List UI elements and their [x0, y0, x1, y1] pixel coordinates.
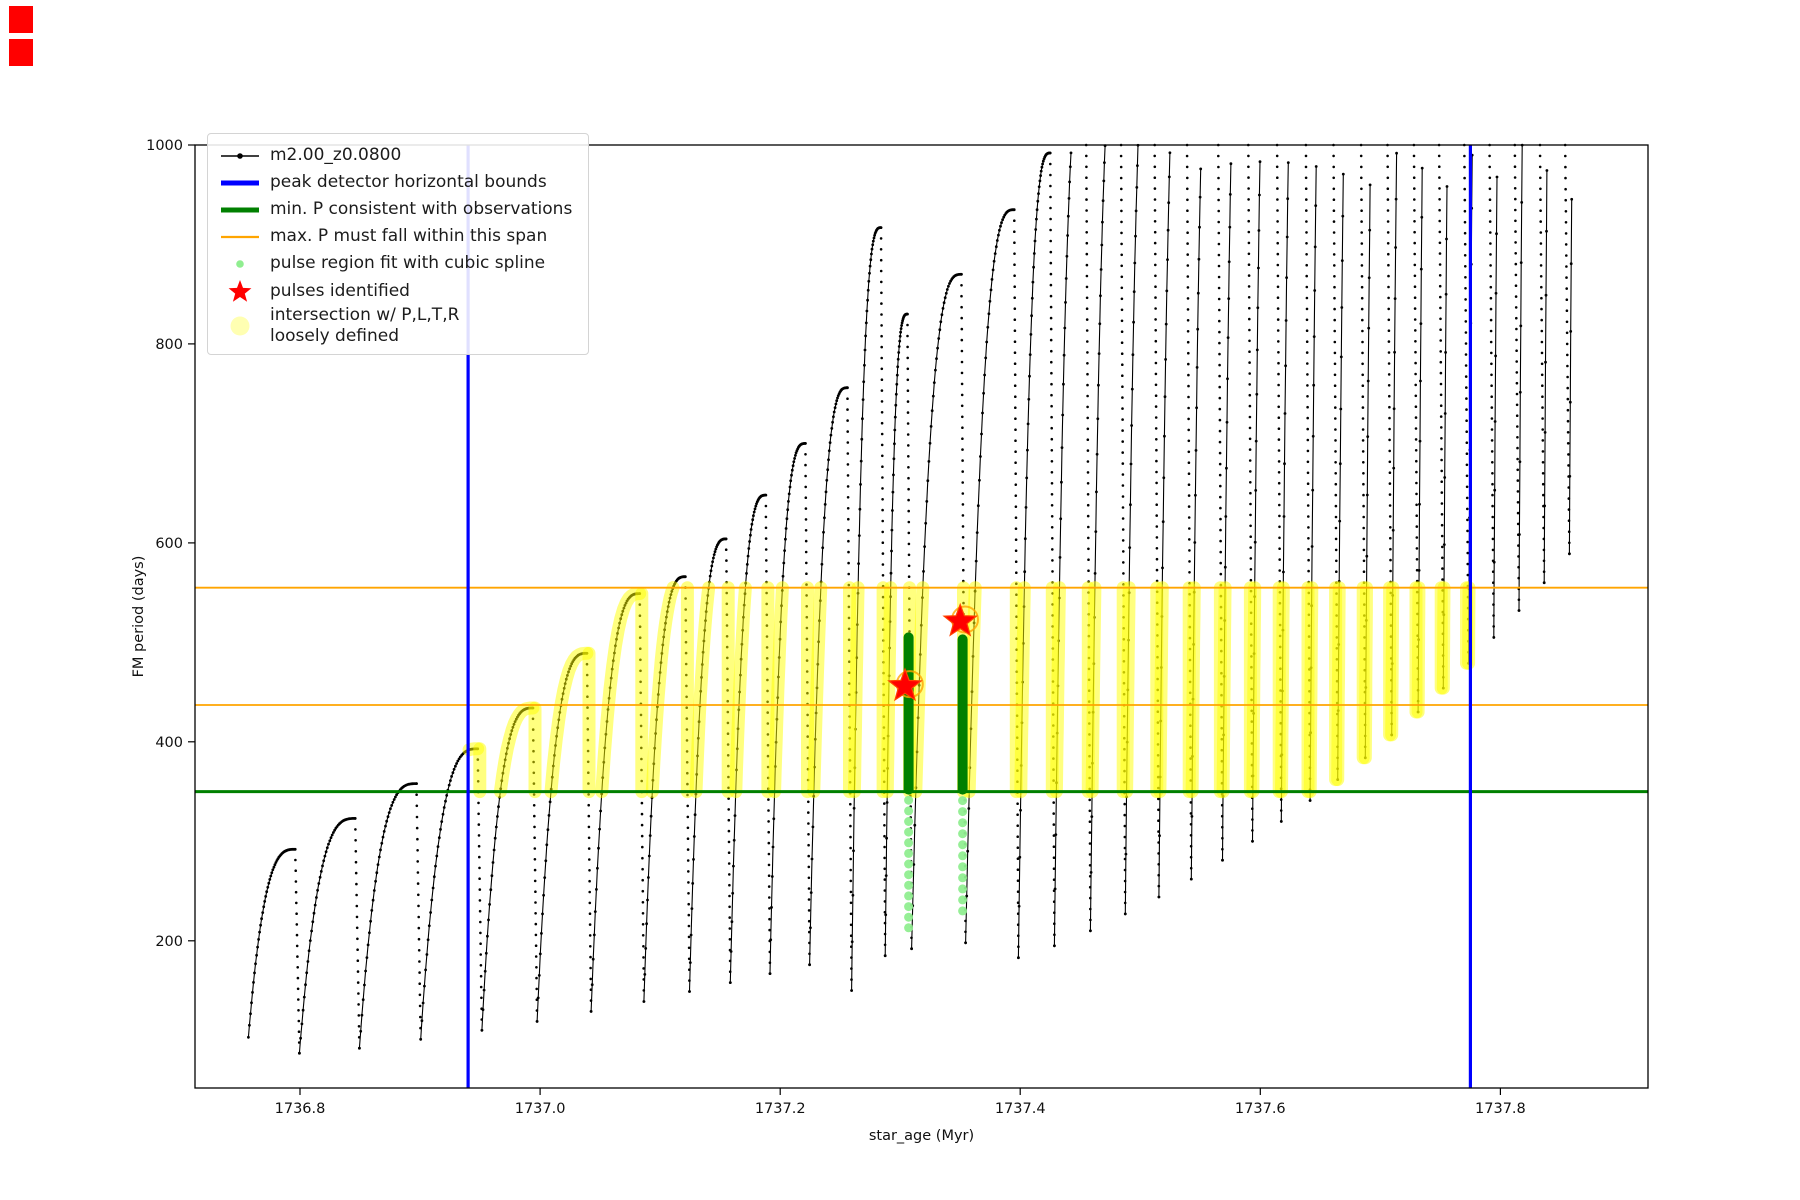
- x-tick-label: 1737.6: [1235, 1101, 1286, 1117]
- legend-item-4: pulse region fit with cubic spline: [216, 250, 572, 277]
- legend-marker-star-icon: [216, 277, 264, 305]
- legend-label: min. P consistent with observations: [270, 199, 573, 220]
- legend-item-0: m2.00_z0.0800: [216, 142, 572, 169]
- red-corner-marker-bottom: [9, 39, 33, 66]
- legend-label: peak detector horizontal bounds: [270, 172, 547, 193]
- legend-marker-line-dot-icon: [216, 145, 264, 167]
- legend-label: pulses identified: [270, 280, 410, 301]
- y-axis-label: FM period (days): [131, 556, 147, 678]
- legend-label: m2.00_z0.0800: [270, 145, 402, 166]
- x-tick-label: 1737.2: [755, 1101, 806, 1117]
- spline-fit-layer: [903, 632, 968, 933]
- y-tick-label: 800: [155, 337, 183, 353]
- legend-label: max. P must fall within this span: [270, 226, 548, 247]
- pulse-markers: [887, 602, 979, 702]
- legend-item-5: pulses identified: [216, 277, 572, 305]
- legend-marker-thick-line-icon: [216, 172, 264, 194]
- legend-marker-dot-small-icon: [216, 253, 264, 275]
- legend-item-2: min. P consistent with observations: [216, 196, 572, 223]
- axes-frame: 1736.8 1737.0 1737.2 1737.4 1737.6 1737.8 200 4…: [131, 138, 1649, 1144]
- legend-marker-line-icon: [216, 226, 264, 248]
- x-tick-label: 1737.0: [515, 1101, 566, 1117]
- x-axis-label: star_age (Myr): [869, 1128, 974, 1144]
- legend-marker-thick-line-icon: [216, 199, 264, 221]
- legend-marker-dot-large-icon: [216, 313, 264, 339]
- x-tick-label: 1737.8: [1475, 1101, 1526, 1117]
- y-tick-label: 1000: [146, 138, 183, 154]
- x-tick-label: 1737.4: [995, 1101, 1046, 1117]
- x-tick-label: 1736.8: [275, 1101, 326, 1117]
- red-corner-marker-top: [9, 6, 33, 33]
- legend-item-6: intersection w/ P,L,T,R loosely defined: [216, 305, 572, 346]
- legend-item-3: max. P must fall within this span: [216, 223, 572, 250]
- legend-label: pulse region fit with cubic spline: [270, 253, 546, 274]
- y-tick-label: 600: [155, 536, 183, 552]
- legend-label: intersection w/ P,L,T,R loosely defined: [270, 305, 460, 346]
- y-tick-label: 400: [155, 735, 183, 751]
- y-tick-label: 200: [155, 934, 183, 950]
- legend-item-1: peak detector horizontal bounds: [216, 169, 572, 196]
